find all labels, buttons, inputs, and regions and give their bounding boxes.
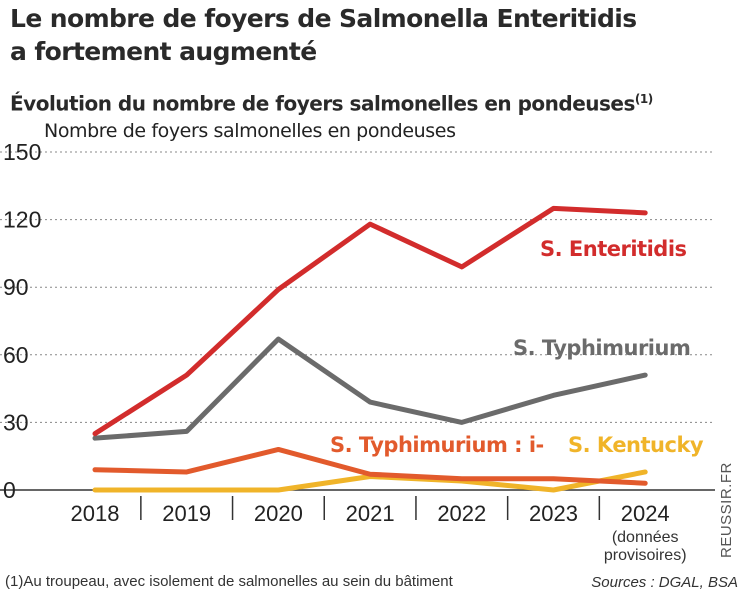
- y-tick-label: 150: [3, 139, 41, 165]
- x-tick-label: 2023: [529, 501, 578, 526]
- x-tick-label: 2022: [437, 501, 486, 526]
- source-credit: Sources : DGAL, BSA: [591, 574, 738, 591]
- x-tick-note: provisoires): [604, 547, 687, 564]
- footnote: (1)Au troupeau, avec isolement de salmon…: [5, 573, 453, 590]
- y-tick-label: 120: [3, 207, 41, 233]
- series-label-3: S. Kentucky: [568, 433, 704, 457]
- series-label-2: S. Typhimurium : i-: [330, 433, 544, 457]
- x-tick-label: 2019: [162, 501, 211, 526]
- x-tick-label: 2020: [254, 501, 303, 526]
- x-tick-label: 2024: [621, 501, 670, 526]
- x-tick-note: (données: [612, 529, 679, 546]
- subtitle-footnote-mark: (1): [634, 92, 653, 106]
- series-line-1: [92, 336, 648, 441]
- series-label-0: S. Enteritidis: [540, 237, 687, 261]
- chart-subtitle-text: Évolution du nombre de foyers salmonelle…: [10, 91, 635, 116]
- x-tick-label: 2018: [71, 501, 120, 526]
- chart-subtitle: Évolution du nombre de foyers salmonelle…: [10, 86, 730, 117]
- x-axis-ticks: 2018 2019 2020 2021 2022 2023 2024 (donnéesprov…: [71, 496, 687, 564]
- chart-title-line2: a fortement augmenté: [10, 37, 317, 66]
- series-label-1: S. Typhimurium: [513, 336, 690, 360]
- y-axis-label: Nombre de foyers salmonelles en pondeuse…: [44, 120, 456, 142]
- series-line-2: [92, 446, 648, 486]
- y-tick-label: 60: [3, 342, 29, 368]
- x-tick-label: 2021: [346, 501, 395, 526]
- chart-title-line1: Le nombre de foyers de Salmonella Enteri…: [10, 4, 637, 33]
- y-tick-label: 90: [3, 274, 29, 300]
- series-line-0: [92, 205, 648, 437]
- y-tick-label: 0: [3, 477, 16, 503]
- series-lines: [92, 205, 648, 493]
- y-tick-label: 30: [3, 409, 29, 435]
- watermark: REUSSIR.FR: [718, 462, 735, 558]
- series-labels: S. Enteritidis S. Typhimurium S. Typhimuri…: [330, 237, 704, 457]
- y-axis-ticks: 0 30 60 90 120 150: [3, 139, 41, 503]
- chart-title: Le nombre de foyers de Salmonella Enteri…: [10, 2, 730, 68]
